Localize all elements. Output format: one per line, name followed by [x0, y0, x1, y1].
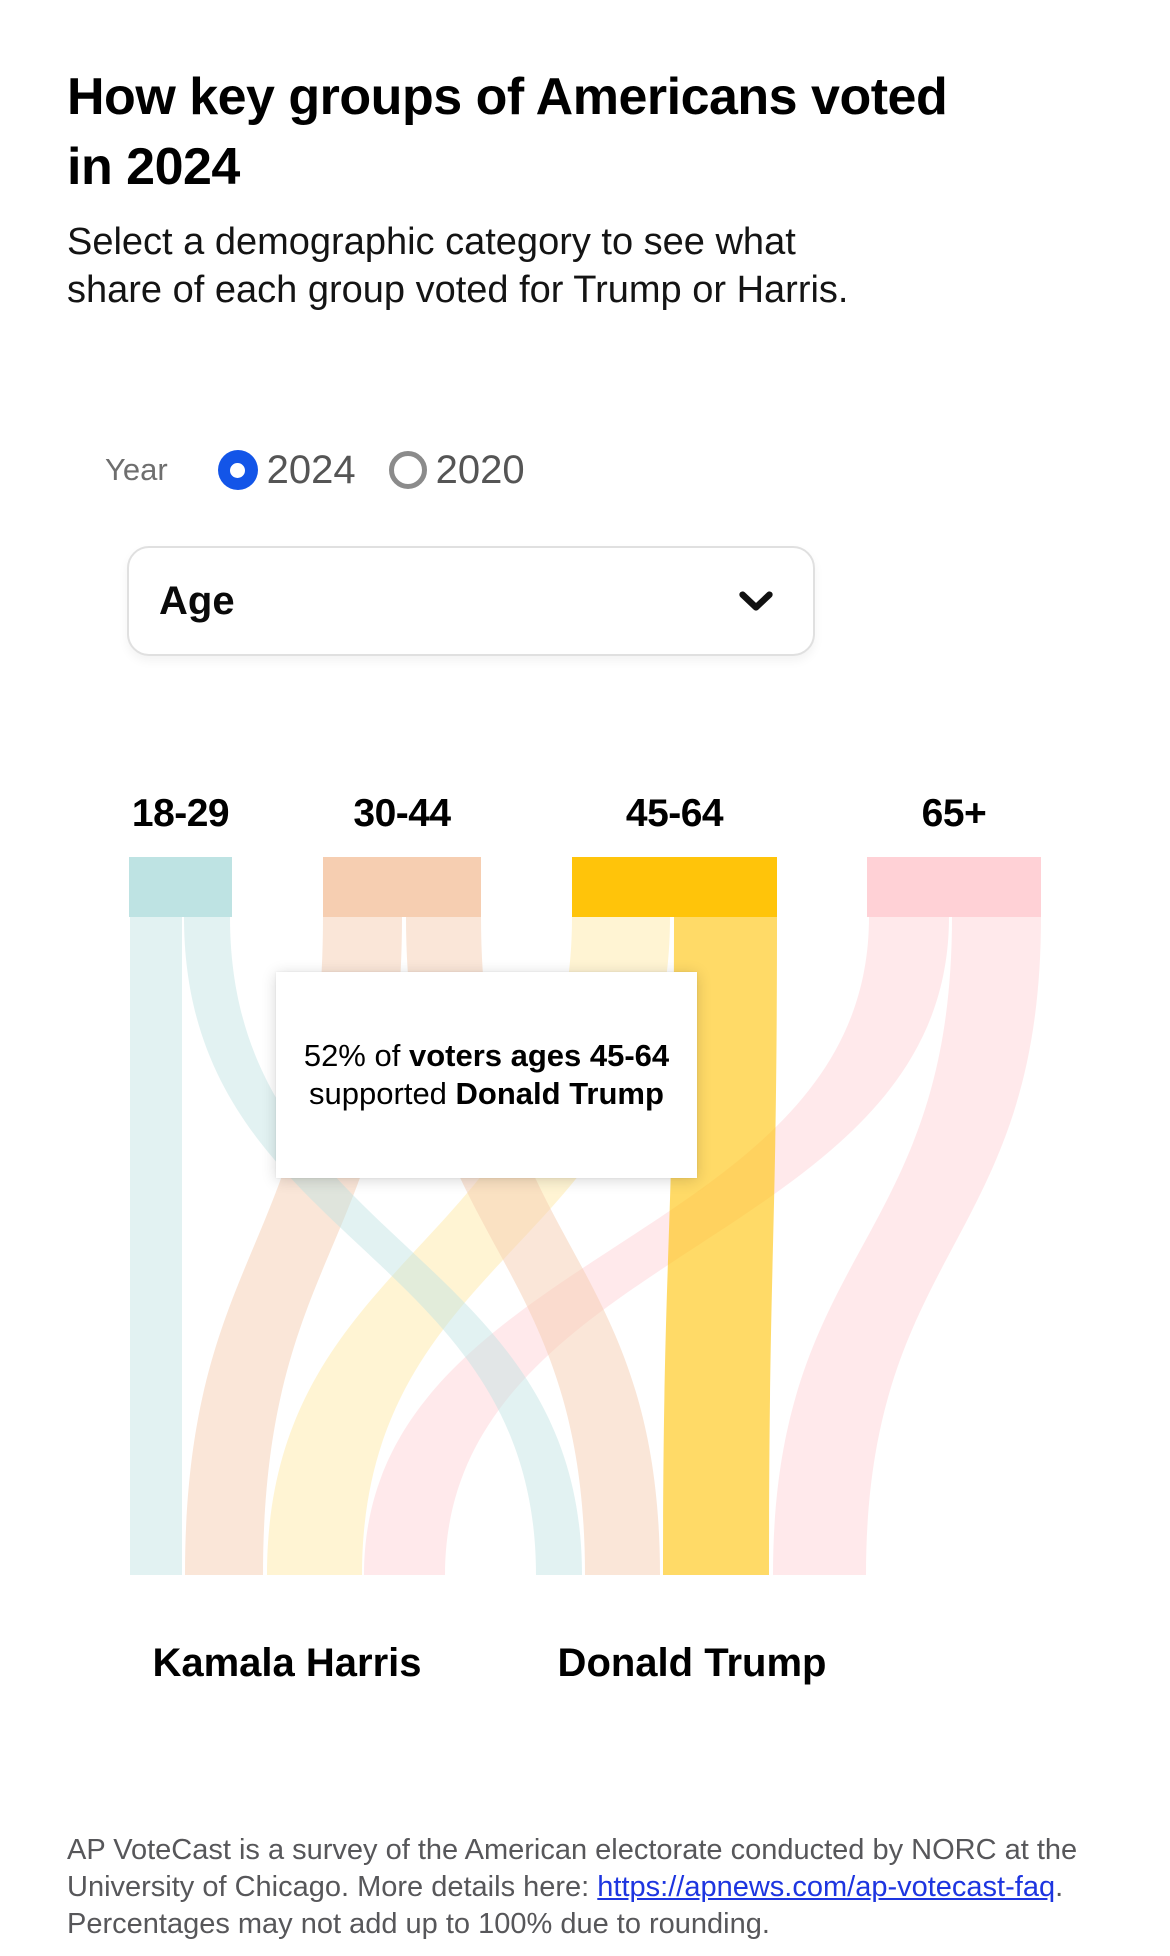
- page-title-line2: in 2024: [67, 138, 240, 196]
- tooltip-middle-text: supported: [309, 1076, 456, 1111]
- year-option-2020-label[interactable]: 2020: [435, 447, 525, 492]
- footer-text-after: . Percentages may not add up to 100% due…: [67, 1871, 1064, 1940]
- year-option-2024[interactable]: 2024: [217, 447, 356, 493]
- radio-unselected-icon[interactable]: [388, 451, 427, 489]
- page-subtitle-line1: Select a demographic category to see wha…: [67, 221, 796, 263]
- flow-18-29-kamala-harris[interactable]: [130, 917, 182, 1575]
- page-title-line1: How key groups of Americans voted: [67, 68, 948, 126]
- tooltip-group-text: voters ages 45-64: [408, 1038, 670, 1074]
- votecast-faq-link[interactable]: https://apnews.com/ap-votecast-faq: [597, 1871, 1056, 1903]
- chevron-down-icon: [739, 591, 773, 611]
- page-title: How key groups of Americans voted in 202…: [67, 62, 948, 202]
- year-option-2020[interactable]: 2020: [388, 447, 525, 493]
- year-radio-group: Year 2024 2020: [105, 446, 525, 494]
- page-subtitle: Select a demographic category to see wha…: [67, 218, 848, 314]
- age-group-bar-65plus[interactable]: [867, 857, 1041, 917]
- candidate-label-donald-trump: Donald Trump: [557, 1641, 827, 1685]
- candidate-label-kamala-harris: Kamala Harris: [152, 1641, 422, 1685]
- column-header-30-44: 30-44: [353, 792, 451, 835]
- chart-tooltip: 52% of voters ages 45-64 supported Donal…: [276, 972, 697, 1178]
- flow-65plus-kamala-harris[interactable]: [364, 917, 949, 1575]
- footer-note: AP VoteCast is a survey of the American …: [67, 1832, 1102, 1943]
- category-select[interactable]: Age: [127, 546, 815, 656]
- category-select-value: Age: [159, 578, 235, 623]
- footer-text: AP VoteCast is a survey of the American …: [67, 1834, 1078, 1903]
- age-group-bar-18-29[interactable]: [129, 857, 232, 917]
- column-header-18-29: 18-29: [131, 792, 230, 835]
- age-group-bar-30-44[interactable]: [323, 857, 481, 917]
- year-group-label: Year: [105, 452, 168, 487]
- column-header-65plus: 65+: [921, 792, 987, 835]
- tooltip-text: 52% of: [303, 1038, 409, 1074]
- age-group-bar-45-64[interactable]: [572, 857, 777, 917]
- page-subtitle-line2: share of each group voted for Trump or H…: [67, 269, 849, 311]
- column-header-45-64: 45-64: [625, 792, 724, 835]
- flow-18-29-donald-trump[interactable]: [184, 917, 582, 1575]
- radio-selected-icon[interactable]: [217, 450, 258, 490]
- flow-65plus-donald-trump[interactable]: [773, 917, 1041, 1575]
- year-option-2024-label[interactable]: 2024: [266, 447, 356, 492]
- tooltip-candidate-text: Donald Trump: [455, 1076, 664, 1111]
